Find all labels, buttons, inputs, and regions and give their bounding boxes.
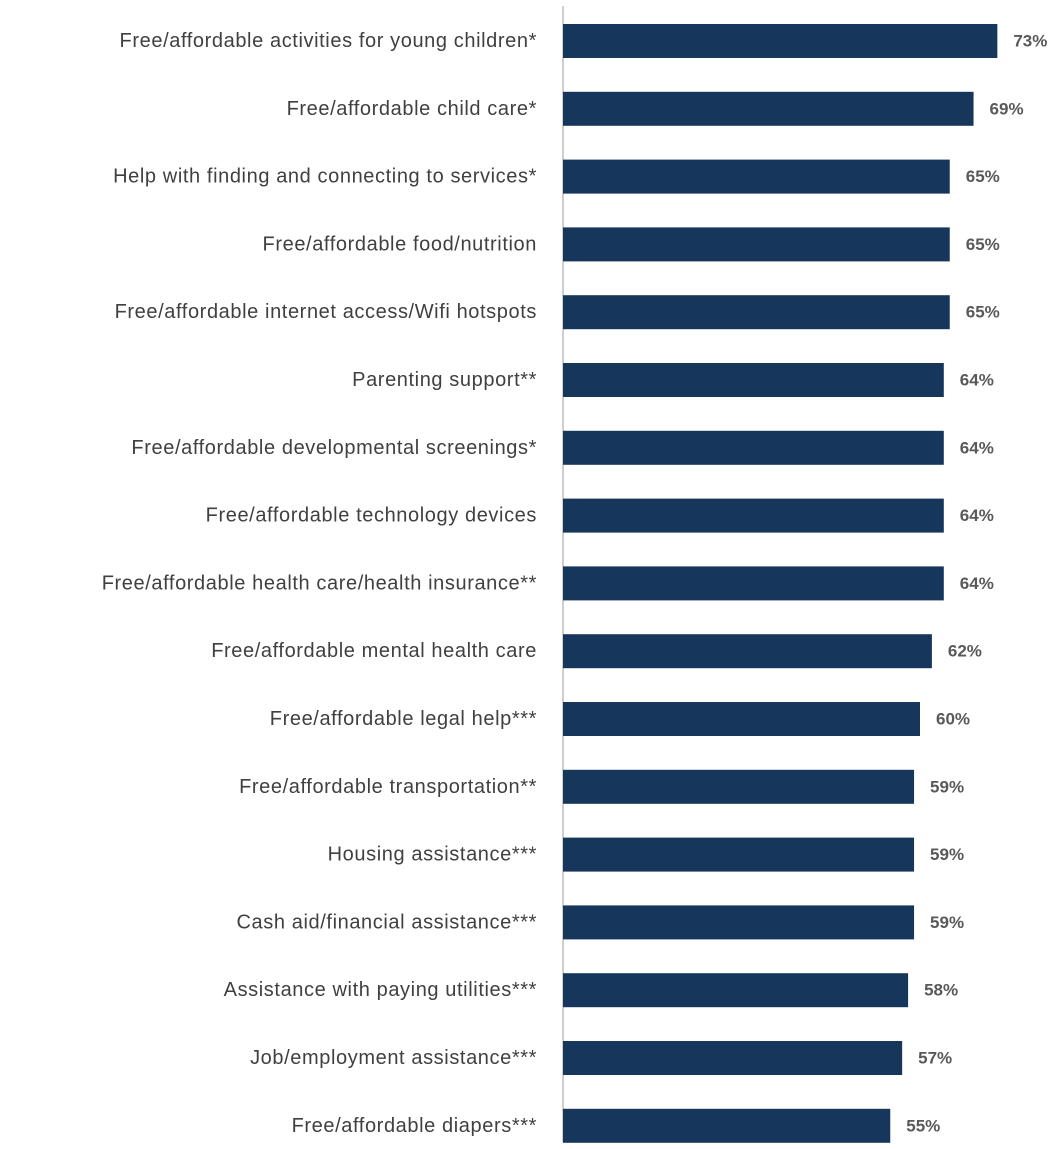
category-labels-group: Free/affordable activities for young chi… bbox=[102, 30, 537, 1137]
bar bbox=[563, 769, 915, 804]
bar bbox=[563, 566, 944, 601]
category-label: Free/affordable internet access/Wifi hot… bbox=[115, 301, 537, 323]
data-label: 59% bbox=[930, 913, 964, 932]
data-label: 59% bbox=[930, 845, 964, 864]
bar bbox=[563, 1041, 903, 1075]
bar bbox=[563, 634, 932, 669]
data-label: 55% bbox=[906, 1116, 940, 1135]
category-label: Parenting support** bbox=[352, 369, 537, 391]
data-label: 58% bbox=[924, 981, 958, 1000]
category-label: Free/affordable mental health care bbox=[211, 640, 537, 662]
category-label: Job/employment assistance*** bbox=[250, 1047, 537, 1069]
data-label: 69% bbox=[990, 99, 1024, 118]
bars-group bbox=[563, 24, 998, 1143]
bar bbox=[563, 702, 920, 736]
bar bbox=[563, 159, 950, 194]
bar bbox=[563, 1108, 891, 1143]
category-label: Housing assistance*** bbox=[328, 844, 537, 866]
value-labels-group: 73% 69% 65% 65% 65% 64% 64% 64% 64% 62% 60% 59% 59% 5… bbox=[906, 32, 1047, 1136]
bar bbox=[563, 837, 915, 872]
data-label: 64% bbox=[960, 438, 994, 457]
category-label: Free/affordable health care/health insur… bbox=[102, 572, 537, 594]
category-label: Free/affordable activities for young chi… bbox=[120, 30, 537, 52]
category-label: Free/affordable child care* bbox=[287, 98, 537, 120]
bar bbox=[563, 973, 909, 1008]
category-label: Free/affordable legal help*** bbox=[270, 708, 537, 730]
bar bbox=[563, 498, 944, 533]
data-label: 65% bbox=[966, 167, 1000, 186]
data-label: 64% bbox=[960, 574, 994, 593]
data-label: 73% bbox=[1013, 32, 1047, 51]
category-label: Free/affordable food/nutrition bbox=[263, 233, 537, 255]
data-label: 57% bbox=[918, 1049, 952, 1068]
category-label: Free/affordable developmental screenings… bbox=[131, 437, 537, 459]
data-label: 62% bbox=[948, 642, 982, 661]
category-label: Free/affordable diapers*** bbox=[292, 1115, 537, 1137]
category-label: Cash aid/financial assistance*** bbox=[237, 911, 537, 933]
bar bbox=[563, 905, 915, 940]
data-label: 60% bbox=[936, 710, 970, 729]
category-label: Free/affordable transportation** bbox=[239, 776, 537, 798]
bar bbox=[563, 24, 998, 58]
category-label: Help with finding and connecting to serv… bbox=[113, 166, 537, 188]
data-label: 65% bbox=[966, 303, 1000, 322]
bar bbox=[563, 227, 950, 262]
category-label: Assistance with paying utilities*** bbox=[224, 979, 537, 1001]
bar bbox=[563, 91, 974, 126]
category-label: Free/affordable technology devices bbox=[206, 505, 537, 527]
data-label: 65% bbox=[966, 235, 1000, 254]
data-label: 59% bbox=[930, 777, 964, 796]
bar bbox=[563, 430, 944, 465]
bar bbox=[563, 295, 950, 330]
data-label: 64% bbox=[960, 506, 994, 525]
bar bbox=[563, 363, 944, 397]
data-label: 64% bbox=[960, 371, 994, 390]
